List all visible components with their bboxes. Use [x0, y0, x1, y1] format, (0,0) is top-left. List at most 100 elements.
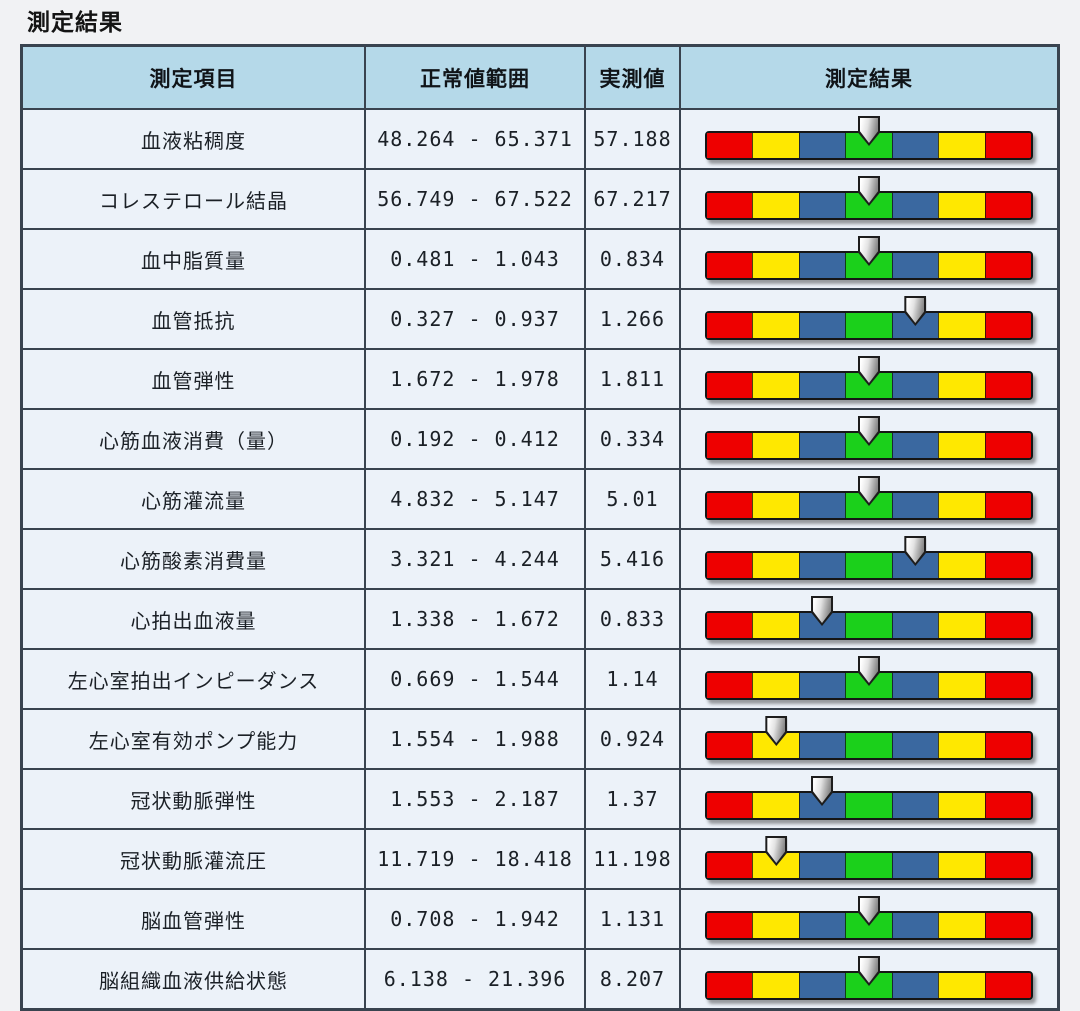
- value-marker-icon: [858, 416, 880, 446]
- measured-value: 0.924: [584, 710, 679, 768]
- measured-value: 1.14: [584, 650, 679, 708]
- result-bar-cell: [679, 110, 1057, 168]
- red-zone: [707, 913, 753, 938]
- measured-value: 1.811: [584, 350, 679, 408]
- table-row: 冠状動脈弾性 1.553 - 2.187 1.37: [23, 768, 1057, 828]
- green-normal-zone: [845, 853, 892, 878]
- measured-value: 11.198: [584, 830, 679, 888]
- measurement-results-table: 測定項目 正常値範囲 実測値 測定結果 血液粘稠度 48.264 - 65.37…: [20, 44, 1060, 1011]
- result-range-bar: [705, 416, 1033, 460]
- red-zone: [707, 253, 753, 278]
- item-name: 左心室有効ポンプ能力: [88, 728, 299, 753]
- normal-range-value: 0.708 - 1.942: [364, 890, 584, 948]
- green-normal-zone: [845, 613, 892, 638]
- yellow-zone: [938, 733, 985, 758]
- red-zone: [707, 673, 753, 698]
- normal-range-value: 0.192 - 0.412: [364, 410, 584, 468]
- value-marker-icon: [765, 716, 788, 746]
- result-range-bar: [705, 836, 1033, 880]
- blue-zone: [891, 973, 939, 998]
- yellow-zone: [938, 853, 985, 878]
- yellow-zone: [752, 493, 799, 518]
- yellow-zone: [752, 613, 799, 638]
- table-row: 血液粘稠度 48.264 - 65.371 57.188: [23, 108, 1057, 168]
- item-name: 心筋灌流量: [141, 488, 246, 513]
- value-marker-icon: [858, 176, 880, 206]
- table-row: 心筋酸素消費量 3.321 - 4.244 5.416: [23, 528, 1057, 588]
- item-name: 脳組織血液供給状態: [99, 968, 288, 993]
- red-zone: [984, 373, 1031, 398]
- measured-value: 5.01: [584, 470, 679, 528]
- value-marker-face: [860, 418, 878, 443]
- table-row: コレステロール結晶 56.749 - 67.522 67.217: [23, 168, 1057, 228]
- normal-range-value: 3.321 - 4.244: [364, 530, 584, 588]
- normal-range-value: 1.554 - 1.988: [364, 710, 584, 768]
- blue-zone: [798, 853, 846, 878]
- yellow-zone: [938, 253, 985, 278]
- normal-range-value: 0.481 - 1.043: [364, 230, 584, 288]
- value-marker-face: [860, 358, 878, 383]
- result-range-bar: [705, 236, 1033, 280]
- result-range-bar: [705, 956, 1033, 1000]
- red-zone: [984, 793, 1031, 818]
- red-zone: [984, 613, 1031, 638]
- yellow-zone: [938, 193, 985, 218]
- result-bar-cell: [679, 650, 1057, 708]
- yellow-zone: [752, 193, 799, 218]
- item-name: 冠状動脈灌流圧: [120, 848, 267, 873]
- item-name: 左心室拍出インピーダンス: [67, 668, 320, 693]
- result-bar-cell: [679, 170, 1057, 228]
- item-name: 血液粘稠度: [141, 128, 246, 153]
- table-header-row: 測定項目 正常値範囲 実測値 測定結果: [23, 47, 1057, 108]
- value-marker-face: [860, 178, 878, 203]
- result-bar-cell: [679, 230, 1057, 288]
- red-zone: [984, 913, 1031, 938]
- yellow-zone: [938, 973, 985, 998]
- table-row: 血中脂質量 0.481 - 1.043 0.834: [23, 228, 1057, 288]
- red-zone: [707, 133, 753, 158]
- result-bar-cell: [679, 530, 1057, 588]
- blue-zone: [891, 133, 939, 158]
- result-range-bar: [705, 356, 1033, 400]
- table-row: 左心室有効ポンプ能力 1.554 - 1.988 0.924: [23, 708, 1057, 768]
- red-zone: [707, 433, 753, 458]
- header-cell-item: 測定項目: [149, 66, 238, 91]
- value-marker-face: [906, 538, 925, 563]
- measured-value: 0.834: [584, 230, 679, 288]
- result-range-bar: [705, 596, 1033, 640]
- table-body: 血液粘稠度 48.264 - 65.371 57.188 コレステロール結晶 5…: [23, 108, 1057, 1008]
- result-bar-cell: [679, 830, 1057, 888]
- blue-zone: [891, 373, 939, 398]
- yellow-zone: [752, 973, 799, 998]
- yellow-zone: [938, 373, 985, 398]
- value-marker-icon: [858, 476, 880, 506]
- yellow-zone: [752, 313, 799, 338]
- value-marker-icon: [858, 356, 880, 386]
- yellow-zone: [938, 313, 985, 338]
- blue-zone: [798, 313, 846, 338]
- result-bar-cell: [679, 590, 1057, 648]
- red-zone: [984, 553, 1031, 578]
- result-bar-cell: [679, 410, 1057, 468]
- measured-value: 57.188: [584, 110, 679, 168]
- result-bar-cell: [679, 710, 1057, 768]
- measured-value: 8.207: [584, 950, 679, 1008]
- value-marker-face: [860, 958, 878, 983]
- green-normal-zone: [845, 313, 892, 338]
- normal-range-value: 6.138 - 21.396: [364, 950, 584, 1008]
- yellow-zone: [752, 433, 799, 458]
- table-row: 血管抵抗 0.327 - 0.937 1.266: [23, 288, 1057, 348]
- yellow-zone: [938, 493, 985, 518]
- result-range-bar: [705, 116, 1033, 160]
- normal-range-value: 56.749 - 67.522: [364, 170, 584, 228]
- result-range-bar: [705, 896, 1033, 940]
- yellow-zone: [938, 613, 985, 638]
- green-normal-zone: [845, 733, 892, 758]
- yellow-zone: [752, 673, 799, 698]
- value-marker-face: [767, 838, 786, 863]
- result-bar-cell: [679, 950, 1057, 1008]
- yellow-zone: [938, 793, 985, 818]
- table-row: 心拍出血液量 1.338 - 1.672 0.833: [23, 588, 1057, 648]
- item-name: 血管弾性: [151, 368, 236, 393]
- red-zone: [707, 973, 753, 998]
